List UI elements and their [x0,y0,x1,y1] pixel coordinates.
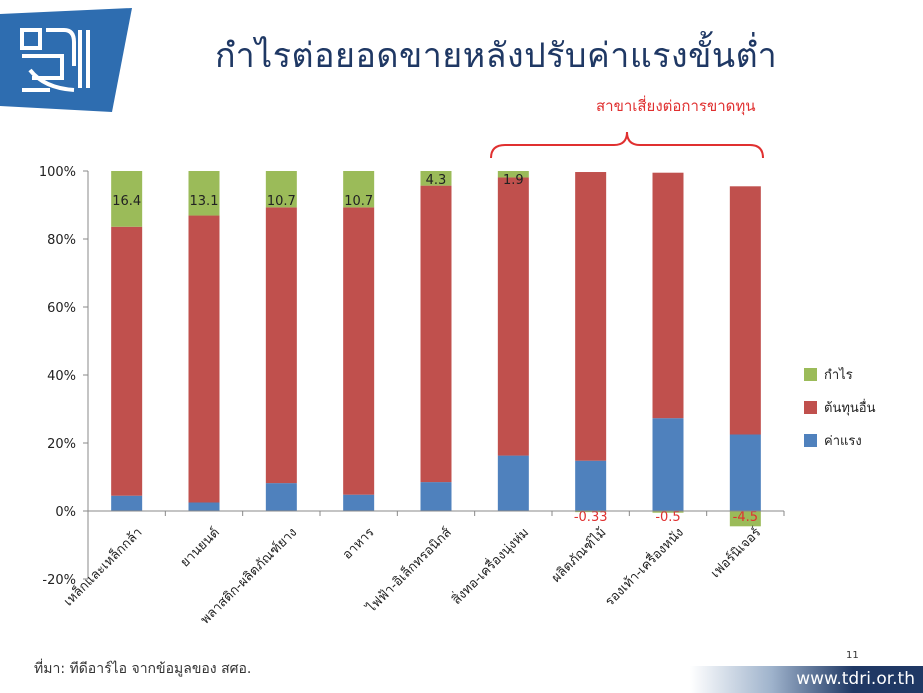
bar-group: -4.5 [729,186,761,527]
bar-profit [729,511,761,527]
bar-labor [652,418,684,511]
legend-swatch-profit [804,367,817,381]
bar-profit [652,511,684,513]
data-label: 10.7 [344,194,373,209]
data-label: 10.7 [267,194,296,209]
x-axis: เหล็กและเหล็กกล้า ยานยนต์พลาสติก-ผลิตภัณฑ… [59,510,785,627]
y-tick-label: 60% [47,301,76,316]
bar-labor [420,482,452,511]
x-tick-label: ยานยนต์ [177,525,223,571]
bar-group: -0.33 [574,172,608,525]
source-note: ที่มา: ทีดีอาร์ไอ จากข้อมูลของ สศอ. [34,661,252,677]
bar-profit [265,171,297,208]
y-tick-label: 80% [47,233,76,248]
bar-labor [497,455,529,511]
bar-profit [111,171,143,227]
data-label: -0.33 [574,510,608,525]
logo-background [0,8,132,112]
bar-other-cost [497,177,529,456]
tdri-logo-icon [20,28,90,92]
x-tick-label: รองเท้า-เครื่องหนัง [601,524,687,610]
bar-group: -0.5 [652,172,684,525]
bar-other-cost [652,172,684,419]
data-label: 4.3 [426,173,447,188]
y-tick-label: 20% [47,437,76,452]
bar-group: 10.7 [343,171,375,511]
legend-swatch-other-cost [804,400,817,414]
bar-labor [575,460,607,511]
bar-group: 4.3 [420,171,452,511]
legend-label-other-cost: ต้นทุนอื่น [824,400,876,416]
risk-bracket [490,131,764,159]
bar-labor [265,483,297,511]
bars: 16.4 13.1 10.7 10.7 4.3 1.9 -0.33 -0.5 -4.5 [111,171,761,527]
bar-profit [188,171,220,216]
data-label: 1.9 [503,173,524,188]
bar-group: 1.9 [497,171,529,511]
bar-profit [497,171,529,178]
bar-group: 10.7 [265,171,297,511]
bar-labor [188,502,220,511]
y-tick-label: 40% [47,369,76,384]
bar-other-cost [111,226,143,496]
bar-labor [729,434,761,511]
legend-label-profit: กำไร [824,367,853,383]
footer-bar [690,666,923,693]
y-tick-label: -20% [42,573,76,588]
x-tick-label: สิ่งทอ-เครื่องนุ่งห่ม [448,524,532,608]
bar-other-cost [420,185,452,483]
y-tick-label: 0% [55,505,76,520]
legend-swatch-labor [804,433,817,447]
risk-annotation-label: สาขาเสี่ยงต่อการขาดทุน [596,97,756,115]
legend: กำไร ต้นทุนอื่น ค่าแรง [804,364,875,463]
bar-other-cost [575,172,607,461]
bar-other-cost [265,207,297,484]
legend-item-labor: ค่าแรง [804,430,875,450]
bar-other-cost [729,186,761,435]
data-label: -0.5 [655,510,680,525]
bar-profit [343,171,375,208]
page-number: 11 [846,650,859,661]
page-title: กำไรต่อยอดขายหลังปรับค่าแรงขั้นต่ำ [215,36,778,76]
website-link[interactable]: www.tdri.or.th [796,669,915,689]
y-tick-label: 100% [39,165,76,180]
legend-label-labor: ค่าแรง [824,433,862,449]
data-label: 13.1 [190,194,219,209]
x-tick-label: อาหาร [340,525,377,562]
legend-item-profit: กำไร [804,364,875,384]
bar-labor [111,495,143,511]
x-tick-label: ผลิตภัณฑ์ไม้ [548,525,609,586]
data-label: -4.5 [733,510,758,525]
bar-labor [343,494,375,511]
data-label: 16.4 [112,194,141,209]
bar-group: 13.1 [188,171,220,511]
x-tick-label: เฟอร์นิเจอร์ [707,525,764,582]
bar-other-cost [343,207,375,495]
bar-other-cost [188,215,220,503]
legend-item-other-cost: ต้นทุนอื่น [804,397,875,417]
x-tick-label: เหล็กและเหล็กกล้า [59,523,145,609]
bar-profit [420,171,452,186]
bar-group: 16.4 [111,171,143,511]
bar-profit [575,511,607,513]
y-axis: 100% 80% 60% 40% 20% 0% -20% [39,165,89,588]
